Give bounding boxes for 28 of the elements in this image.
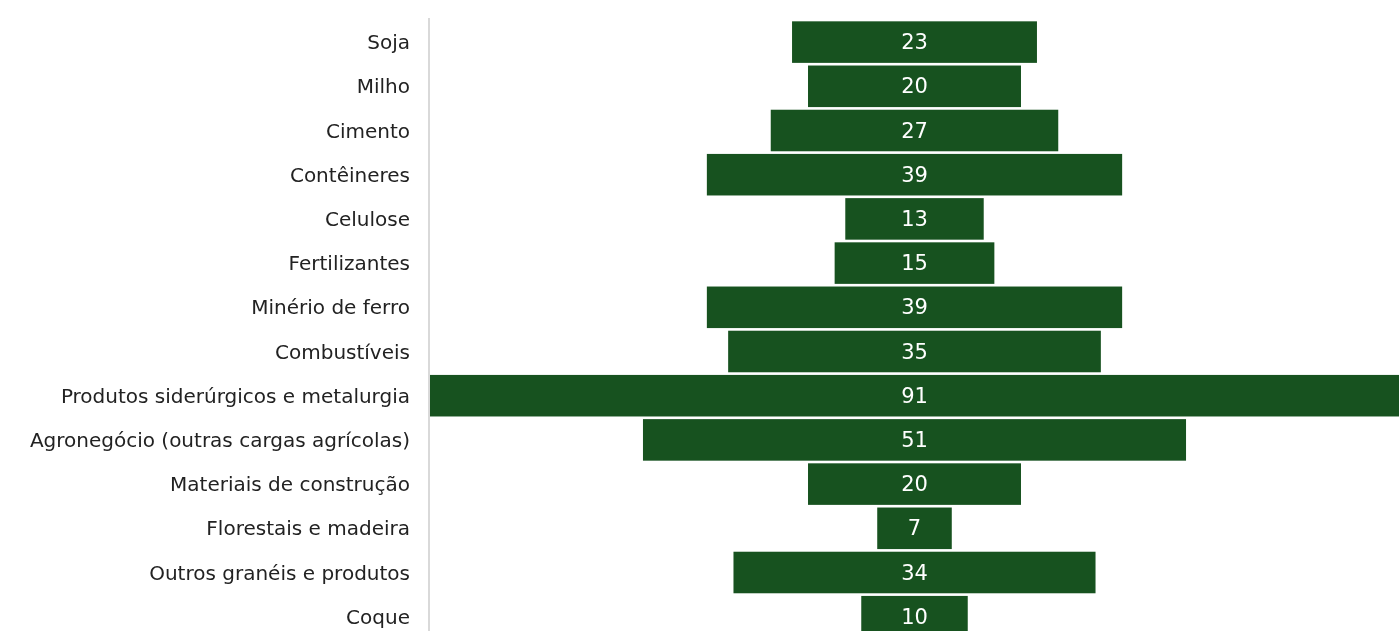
data-label: 10 (901, 604, 928, 629)
data-label: 35 (901, 339, 928, 364)
data-label: 39 (901, 295, 928, 320)
data-label: 91 (901, 383, 928, 408)
category-label: Florestais e madeira (206, 516, 410, 541)
category-label: Combustíveis (275, 339, 410, 364)
category-label: Contêineres (289, 162, 410, 187)
data-label: 23 (901, 30, 928, 55)
category-label: Agronegócio (outras cargas agrícolas) (29, 427, 410, 452)
category-label: Materiais de construção (170, 472, 410, 497)
data-label: 15 (901, 251, 928, 276)
category-label: Coque (346, 604, 410, 629)
category-label: Minério de ferro (251, 295, 410, 320)
category-label: Outros granéis e produtos (149, 560, 410, 585)
category-label: Milho (356, 74, 410, 99)
data-label: 20 (901, 74, 928, 99)
data-label: 27 (901, 118, 928, 143)
category-label: Celulose (324, 206, 410, 231)
data-label: 7 (907, 516, 922, 541)
category-label: Produtos siderúrgicos e metalurgia (60, 383, 410, 408)
data-label: 39 (901, 162, 928, 187)
category-label: Cimento (325, 118, 410, 143)
data-label: 51 (901, 427, 928, 452)
data-label: 20 (901, 472, 928, 497)
category-label: Fertilizantes (288, 251, 410, 276)
category-label: Soja (367, 30, 410, 55)
data-label: 34 (901, 560, 928, 585)
data-label: 13 (901, 206, 928, 231)
